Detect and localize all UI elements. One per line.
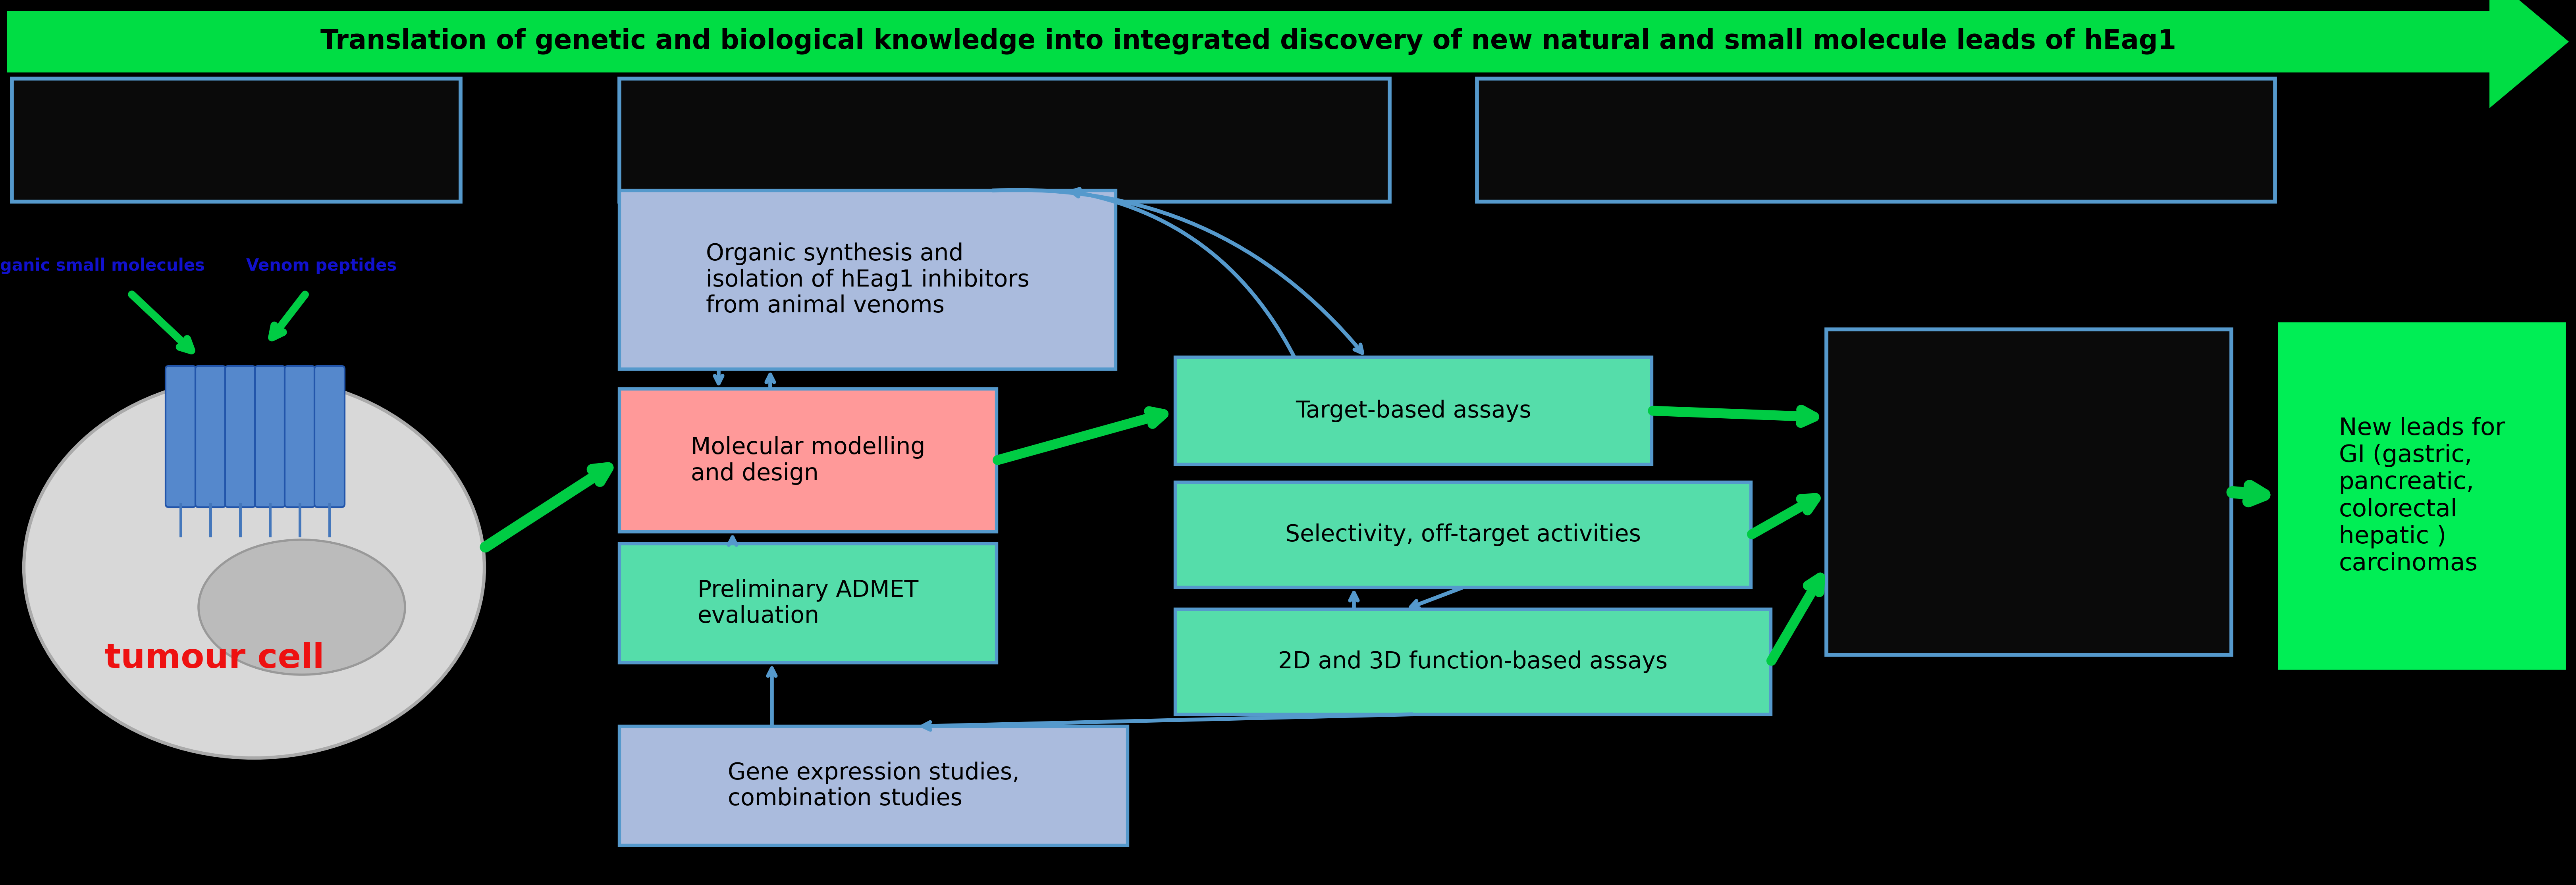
Text: Selectivity, off-target activities: Selectivity, off-target activities bbox=[1285, 523, 1641, 546]
Text: Translation of genetic and biological knowledge into integrated discovery of new: Translation of genetic and biological kn… bbox=[319, 28, 2177, 55]
FancyBboxPatch shape bbox=[618, 79, 1388, 202]
Text: Molecular modelling
and design: Molecular modelling and design bbox=[690, 436, 925, 485]
Text: 2D and 3D function-based assays: 2D and 3D function-based assays bbox=[1278, 650, 1667, 673]
FancyBboxPatch shape bbox=[618, 727, 1128, 845]
FancyBboxPatch shape bbox=[255, 366, 286, 507]
FancyBboxPatch shape bbox=[2280, 323, 2566, 669]
FancyBboxPatch shape bbox=[196, 366, 227, 507]
Text: tumour cell: tumour cell bbox=[106, 643, 325, 675]
Text: Organic synthesis and
isolation of hEag1 inhibitors
from animal venoms: Organic synthesis and isolation of hEag1… bbox=[706, 242, 1030, 318]
FancyBboxPatch shape bbox=[286, 366, 314, 507]
FancyBboxPatch shape bbox=[314, 366, 345, 507]
Text: Preliminary ADMET
evaluation: Preliminary ADMET evaluation bbox=[698, 579, 920, 627]
Text: Gene expression studies,
combination studies: Gene expression studies, combination stu… bbox=[726, 761, 1020, 810]
Ellipse shape bbox=[23, 377, 484, 758]
FancyBboxPatch shape bbox=[618, 543, 997, 663]
FancyBboxPatch shape bbox=[224, 366, 255, 507]
Text: Venom peptides: Venom peptides bbox=[247, 258, 397, 274]
FancyBboxPatch shape bbox=[1175, 358, 1651, 465]
Text: Target-based assays: Target-based assays bbox=[1296, 399, 1530, 422]
Text: New leads for
GI (gastric,
pancreatic,
colorectal
hepatic )
carcinomas: New leads for GI (gastric, pancreatic, c… bbox=[2339, 417, 2504, 575]
FancyBboxPatch shape bbox=[1175, 609, 1770, 714]
FancyBboxPatch shape bbox=[165, 366, 196, 507]
Text: Organic small molecules: Organic small molecules bbox=[0, 258, 206, 274]
Ellipse shape bbox=[198, 540, 404, 674]
FancyBboxPatch shape bbox=[1826, 329, 2231, 655]
FancyBboxPatch shape bbox=[13, 79, 461, 202]
FancyBboxPatch shape bbox=[618, 389, 997, 532]
FancyBboxPatch shape bbox=[618, 190, 1115, 369]
Polygon shape bbox=[8, 0, 2568, 108]
FancyBboxPatch shape bbox=[1175, 482, 1752, 588]
FancyBboxPatch shape bbox=[1476, 79, 2275, 202]
